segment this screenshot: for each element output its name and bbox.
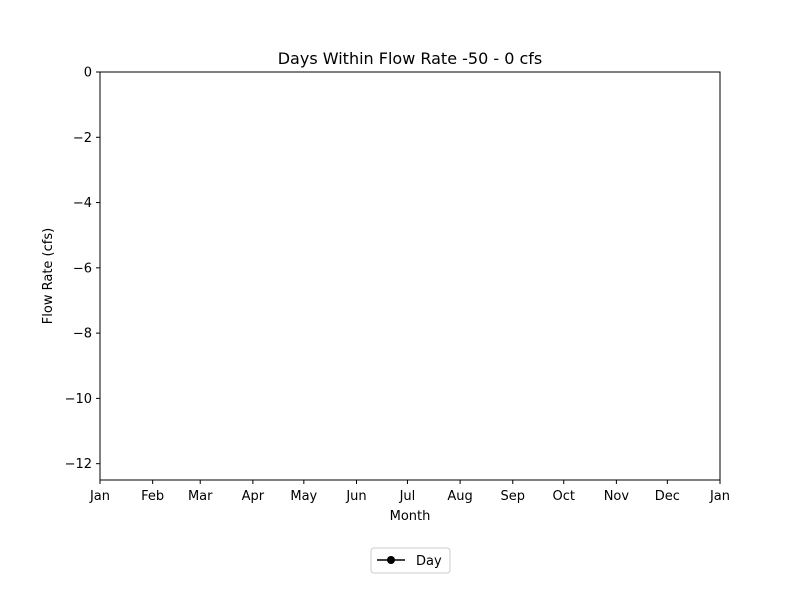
legend-label-day: Day [416, 554, 442, 569]
x-tick-label: Jul [399, 489, 416, 504]
x-tick-label: Dec [655, 489, 680, 504]
x-axis-ticks: Jan Feb Mar Apr May Jun Jul Aug Sep Oct Nov Dec Jan [89, 480, 730, 504]
x-tick-label: Feb [141, 489, 164, 504]
x-tick-label: Jun [345, 489, 366, 504]
x-tick-label: Jan [709, 489, 730, 504]
legend-marker-day [387, 556, 395, 564]
x-tick-label: Oct [552, 489, 574, 504]
x-tick-label: Aug [447, 489, 472, 504]
x-tick-label: Mar [188, 489, 213, 504]
y-axis-ticks: 0 −2 −4 −6 −8 −10 −12 [65, 66, 100, 472]
y-tick-label: −4 [73, 196, 92, 211]
y-tick-label: −10 [65, 392, 92, 407]
plot-area [99, 71, 721, 481]
y-tick-label: −2 [73, 131, 92, 146]
legend-frame [370, 547, 451, 574]
y-tick-label: −8 [73, 327, 92, 342]
x-tick-label: Apr [242, 489, 265, 504]
chart-title: Days Within Flow Rate -50 - 0 cfs [278, 49, 543, 68]
x-tick-label: Jan [89, 489, 110, 504]
x-tick-label: May [290, 489, 317, 504]
x-axis-label: Month [390, 509, 431, 524]
y-tick-label: −6 [73, 261, 92, 276]
y-tick-label: 0 [84, 66, 92, 81]
legend: Day [370, 547, 451, 574]
x-tick-label: Sep [501, 489, 526, 504]
x-tick-label: Nov [604, 489, 630, 504]
y-tick-label: −12 [65, 457, 92, 472]
y-axis-label: Flow Rate (cfs) [41, 228, 56, 324]
